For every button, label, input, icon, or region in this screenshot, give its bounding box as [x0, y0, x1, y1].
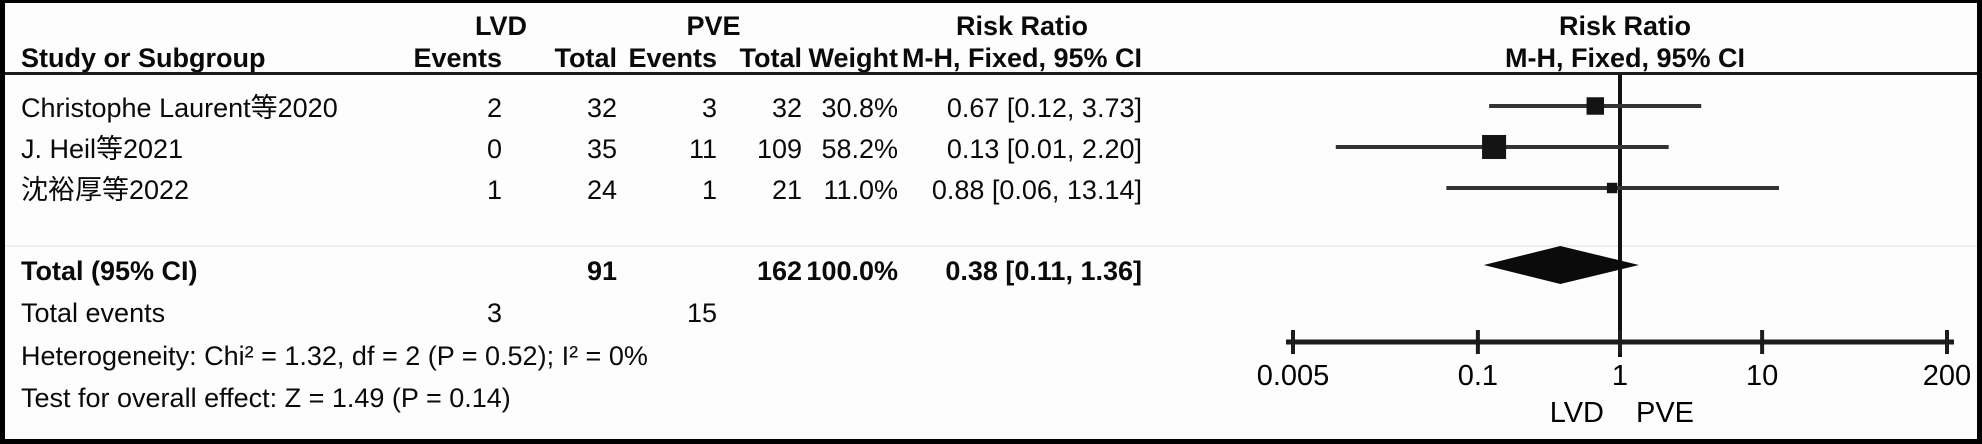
- study-name: 沈裕厚等2022: [21, 175, 190, 205]
- total-events-row: Total events 3 15: [5, 296, 1977, 330]
- pve-events-value: 11: [688, 134, 717, 164]
- weight-value: 30.8%: [821, 93, 898, 123]
- col-lvd-total: Total: [554, 43, 618, 73]
- study-name: J. Heil等2021: [21, 134, 184, 164]
- pve-total-value: 21: [771, 175, 802, 205]
- group-pve-label: PVE: [686, 11, 741, 41]
- header-group-row: LVD PVE Risk Ratio Risk Ratio: [5, 9, 1977, 43]
- risk-ratio-ci-value: 0.88 [0.06, 13.14]: [931, 175, 1142, 205]
- col-weight: Weight: [808, 43, 899, 73]
- weight-value: 58.2%: [821, 134, 898, 164]
- col-study-or-subgroup: Study or Subgroup: [21, 43, 266, 73]
- lvd-total-value: 35: [586, 134, 617, 164]
- total-events-lvd: 3: [486, 298, 502, 328]
- heterogeneity-text: Heterogeneity: Chi² = 1.32, df = 2 (P = …: [21, 341, 648, 371]
- col-pve-total: Total: [739, 43, 803, 73]
- risk-ratio-ci-value: 0.13 [0.01, 2.20]: [946, 134, 1142, 164]
- pve-total-value: 109: [756, 134, 802, 164]
- table-row: 沈裕厚等2022 1 24 1 21 11.0% 0.88 [0.06, 13.14]: [5, 173, 1977, 207]
- total-lvd-total: 91: [586, 256, 617, 286]
- study-name: Christophe Laurent等2020: [21, 93, 338, 123]
- col-lvd-events: Events: [413, 43, 502, 73]
- lvd-total-value: 32: [586, 93, 617, 123]
- lvd-events-value: 0: [486, 134, 502, 164]
- header-columns-row: Study or Subgroup Events Total Events To…: [5, 41, 1977, 75]
- total-risk-ratio-ci: 0.38 [0.11, 1.36]: [945, 256, 1142, 286]
- total-pve-total: 162: [756, 256, 802, 286]
- lvd-events-value: 1: [486, 175, 502, 205]
- pve-events-value: 3: [701, 93, 717, 123]
- lvd-total-value: 24: [586, 175, 617, 205]
- overall-effect-text: Test for overall effect: Z = 1.49 (P = 0…: [21, 383, 511, 413]
- col-method-right: M-H, Fixed, 95% CI: [1504, 43, 1746, 73]
- total-events-label: Total events: [21, 298, 166, 328]
- total-weight: 100.0%: [806, 256, 898, 286]
- weight-value: 11.0%: [823, 175, 898, 205]
- pve-total-value: 32: [771, 93, 802, 123]
- heterogeneity-row: Heterogeneity: Chi² = 1.32, df = 2 (P = …: [5, 339, 1977, 373]
- header-underline: [5, 72, 1977, 75]
- overall-effect-row: Test for overall effect: Z = 1.49 (P = 0…: [5, 381, 1977, 415]
- col-pve-events: Events: [628, 43, 717, 73]
- table-row: Christophe Laurent等2020 2 32 3 32 30.8% 0.67 […: [5, 91, 1977, 125]
- total-events-pve: 15: [686, 298, 717, 328]
- col-method-left: M-H, Fixed, 95% CI: [902, 43, 1143, 73]
- total-label: Total (95% CI): [21, 256, 198, 286]
- risk-ratio-title-left: Risk Ratio: [955, 11, 1089, 41]
- lvd-events-value: 2: [486, 93, 502, 123]
- table-row: J. Heil等2021 0 35 11 109 58.2% 0.13 [0.01, 2.2…: [5, 132, 1977, 166]
- total-row: Total (95% CI) 91 162 100.0% 0.38 [0.11, 1.3…: [5, 254, 1977, 288]
- risk-ratio-title-right: Risk Ratio: [1558, 11, 1692, 41]
- risk-ratio-ci-value: 0.67 [0.12, 3.73]: [946, 93, 1142, 123]
- group-lvd-label: LVD: [475, 11, 527, 41]
- pve-events-value: 1: [701, 175, 717, 205]
- section-separator: [5, 245, 1977, 247]
